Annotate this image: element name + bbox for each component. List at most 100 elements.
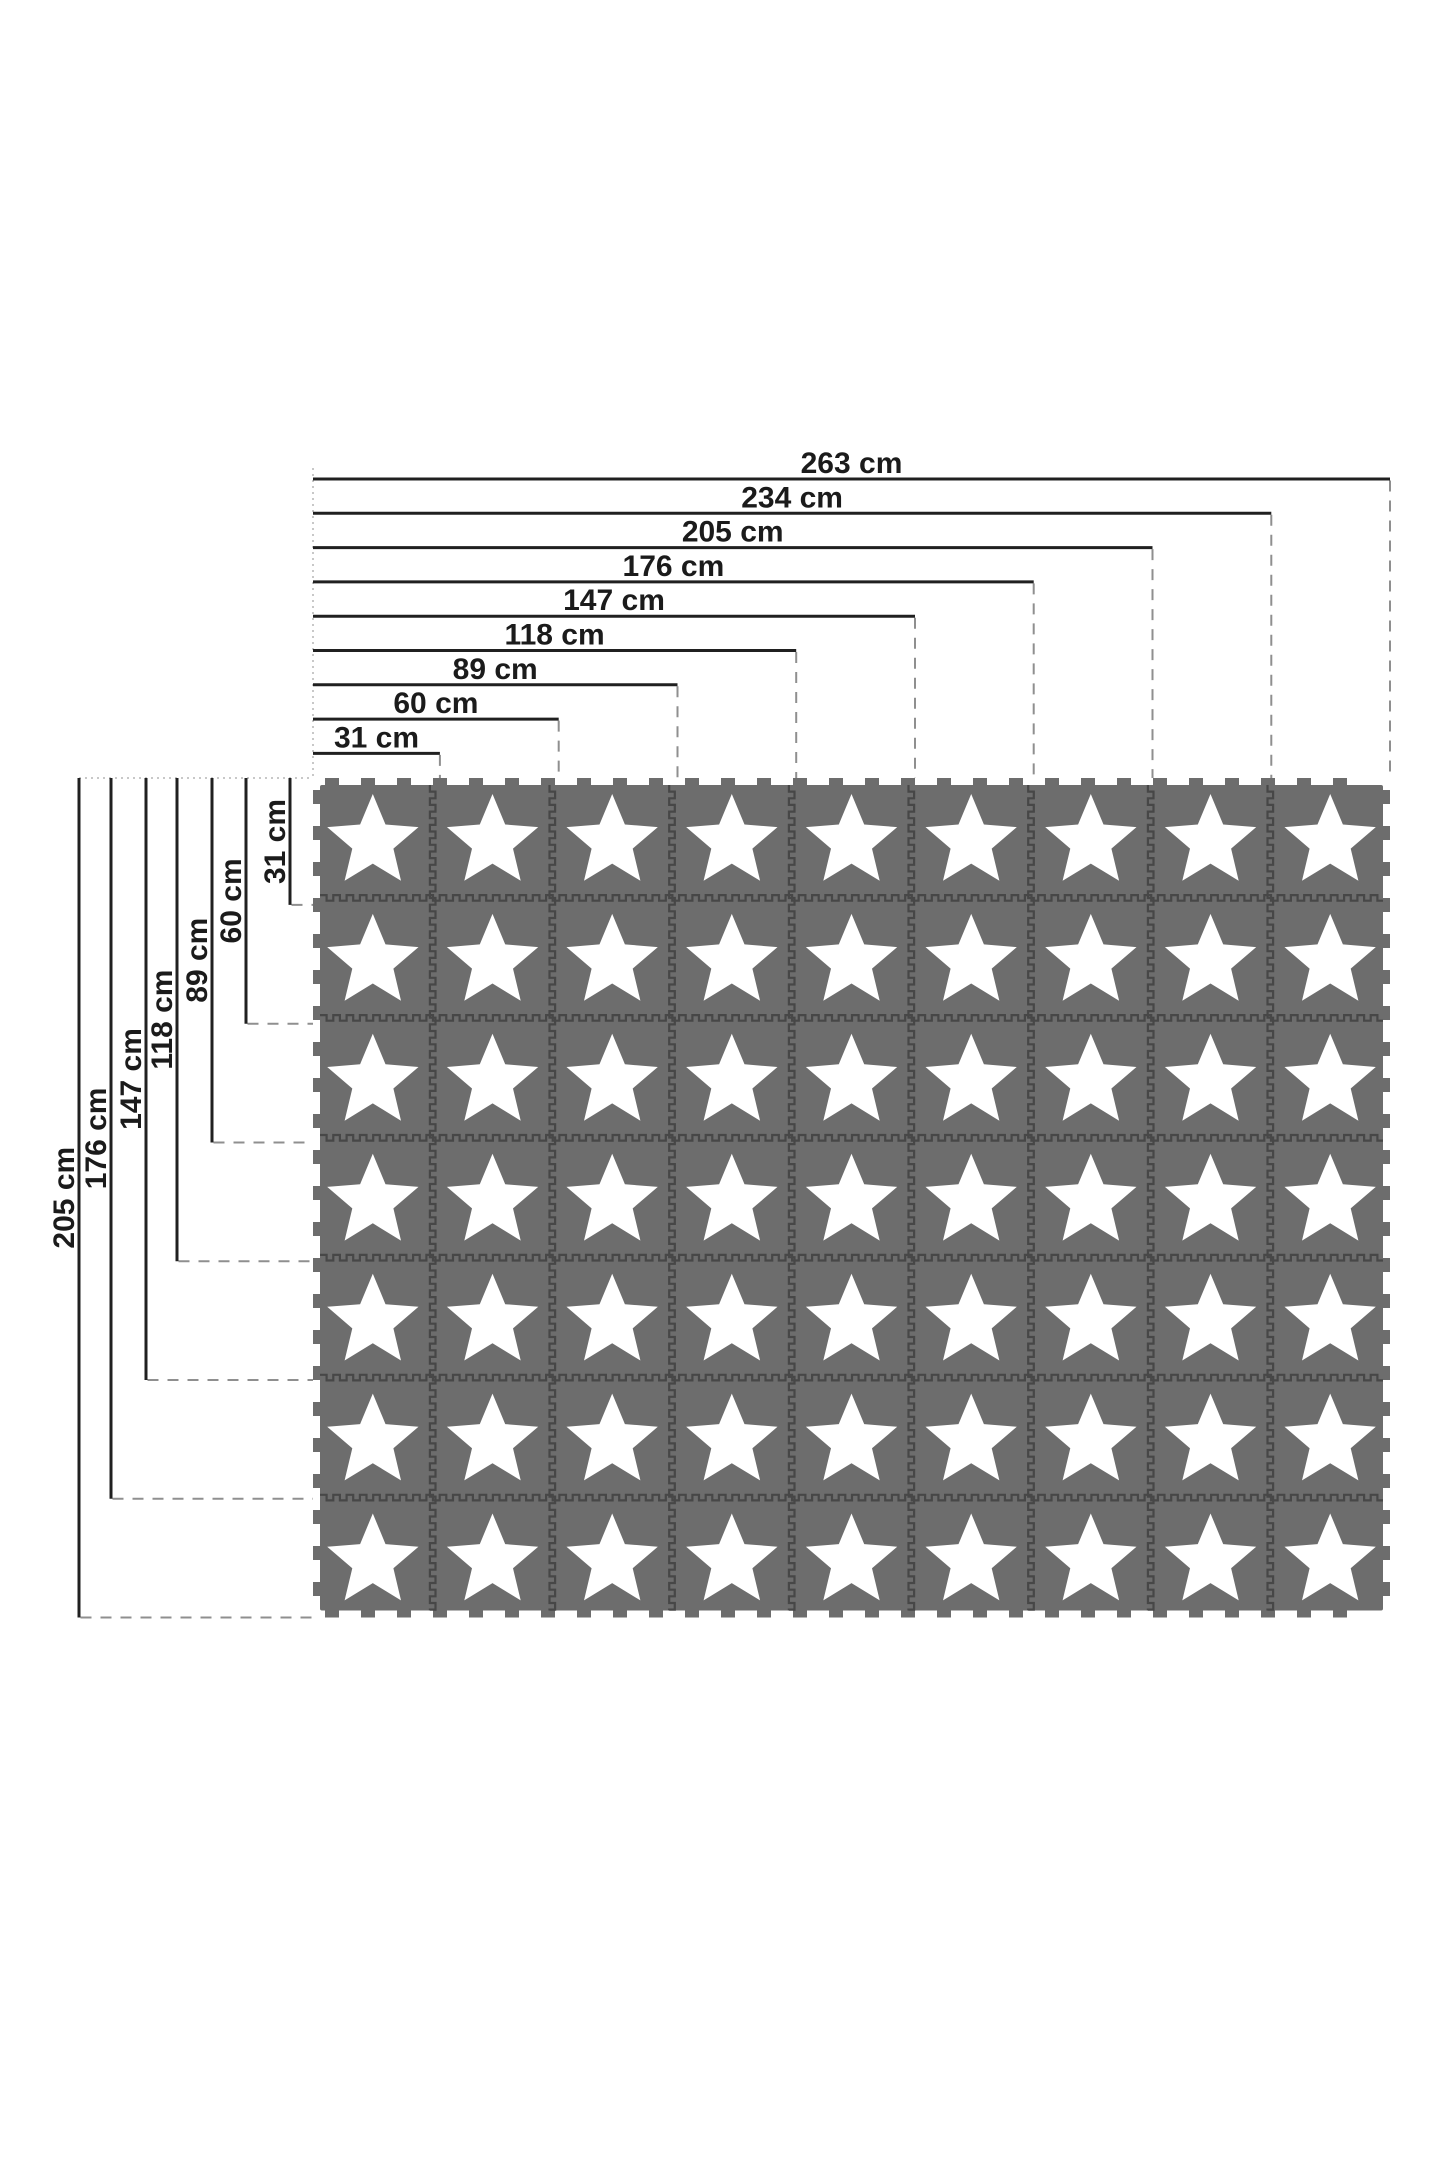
star-icon [686, 1153, 778, 1241]
mat-edge-lug [313, 1546, 321, 1560]
mat-edge-lug [1382, 1222, 1390, 1236]
left-dimension-label-147: 147 cm [115, 1028, 148, 1130]
mat-edge-lug [313, 1222, 321, 1236]
mat-edge-lug [1297, 778, 1311, 786]
star-icon [1164, 1513, 1257, 1601]
mat-edge-lug [1382, 1582, 1390, 1596]
mat-edge-lug [313, 1258, 321, 1272]
star-icon [1045, 1273, 1137, 1361]
star-icon [446, 1273, 539, 1361]
mat-edge-lug [793, 1609, 807, 1618]
mat-edge-lug [433, 1609, 447, 1618]
star-icon [805, 1513, 898, 1601]
star-icon [566, 913, 658, 1001]
star-icon [1284, 1033, 1376, 1121]
star-icon [925, 1393, 1017, 1481]
mat-edge-lug [313, 1510, 321, 1524]
mat-edge-lug [1382, 1294, 1390, 1308]
star-icon [327, 1033, 419, 1121]
mat-seam-vertical [907, 785, 916, 1611]
mat-edge-lug [1261, 778, 1275, 786]
mat-edge-lug [361, 778, 375, 786]
top-dimension-label-60: 60 cm [393, 687, 478, 720]
star-icon [327, 1513, 419, 1601]
mat-edge-lug [1333, 1609, 1347, 1618]
star-icon [1164, 794, 1257, 881]
mat-edge-lug [757, 1609, 771, 1618]
mat-edge-lug [1117, 778, 1131, 786]
star-icon [1164, 1393, 1257, 1481]
star-icon [805, 1273, 898, 1361]
mat-edge-lug [1382, 790, 1390, 804]
left-dimension-label-31: 31 cm [259, 799, 292, 884]
mat-edge-lug [1382, 898, 1390, 912]
mat-edge-lug [1225, 778, 1239, 786]
mat-edge-lug [1189, 1609, 1203, 1618]
mat-edge-lug [1297, 1609, 1311, 1618]
star-icon [1164, 1033, 1257, 1121]
star-icon [1284, 1393, 1376, 1481]
star-icon [1284, 1153, 1376, 1241]
mat-edge-lug [1333, 778, 1347, 786]
mat-edge-lug [757, 778, 771, 786]
mat-edge-lug [1382, 1366, 1390, 1380]
star-icon [925, 913, 1017, 1001]
mat-edge-lug [433, 778, 447, 786]
mat-edge-lug [313, 1078, 321, 1092]
star-icon [446, 913, 539, 1001]
star-icon [686, 1273, 778, 1361]
star-icon [805, 1033, 898, 1121]
star-icon [327, 1273, 419, 1361]
mat-edge-lug [721, 778, 735, 786]
star-icon [1284, 1513, 1376, 1601]
star-icon [327, 1153, 419, 1241]
star-icon [566, 1513, 658, 1601]
mat-seam-vertical [548, 785, 557, 1611]
mat-edge-lug [1153, 1609, 1167, 1618]
mat-edge-lug [313, 1114, 321, 1128]
star-icon [566, 1033, 658, 1121]
star-icon [1164, 1273, 1257, 1361]
mat-edge-lug [1189, 778, 1203, 786]
star-icon [805, 794, 898, 881]
top-dimension-label-205: 205 cm [682, 516, 784, 549]
mat-seam-vertical [1027, 785, 1035, 1611]
star-icon [1284, 1273, 1376, 1361]
star-icon [566, 794, 658, 881]
star-icon [446, 794, 539, 881]
star-icon [686, 1393, 778, 1481]
mat-edge-lug [865, 778, 879, 786]
mat-edge-lug [397, 778, 411, 786]
mat-edge-lug [1382, 1402, 1390, 1416]
mat-edge-lug [1009, 1609, 1023, 1618]
mat-edge-lug [1045, 1609, 1059, 1618]
left-dimension-label-176: 176 cm [80, 1088, 113, 1190]
mat-seam-horizontal [320, 1133, 1383, 1142]
star-icon [805, 1393, 898, 1481]
mat-seam-horizontal [320, 1253, 1383, 1262]
star-icon [925, 1033, 1017, 1121]
mat-edge-lug [829, 778, 843, 786]
mat-edge-lug [793, 778, 807, 786]
mat-edge-lug [901, 778, 915, 786]
mat-edge-lug [1225, 1609, 1239, 1618]
left-dimension-label-60: 60 cm [215, 858, 248, 943]
star-icon [686, 1033, 778, 1121]
left-dimension-label-89: 89 cm [181, 918, 214, 1003]
top-dimension-label-89: 89 cm [453, 653, 538, 686]
mat-edge-lug [1382, 1546, 1390, 1560]
star-icon [1045, 1153, 1137, 1241]
star-icon [1045, 1513, 1137, 1601]
mat-edge-lug [313, 1438, 321, 1452]
mat-stars [327, 794, 1376, 1601]
star-icon [327, 1393, 419, 1481]
mat-edge-lugs [313, 778, 1390, 1618]
mat-edge-lug [649, 1609, 663, 1618]
mat-edge-lug [505, 778, 519, 786]
mat-edge-lug [1382, 1258, 1390, 1272]
mat-edge-lug [685, 778, 699, 786]
mat-edge-lug [1382, 934, 1390, 948]
star-icon [566, 1393, 658, 1481]
